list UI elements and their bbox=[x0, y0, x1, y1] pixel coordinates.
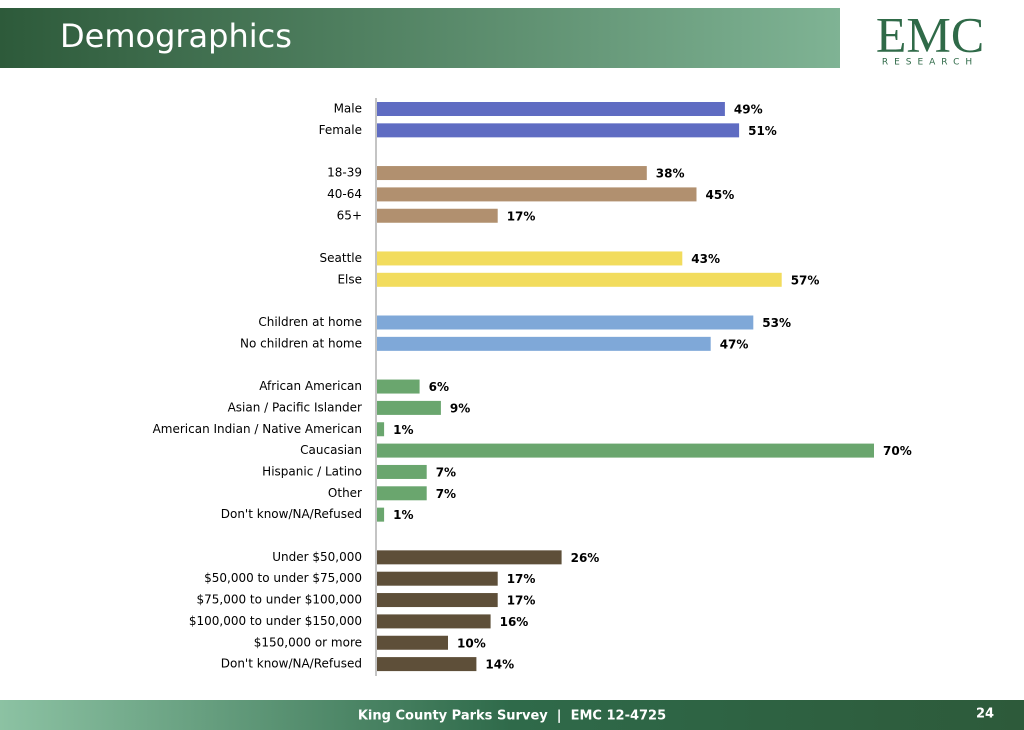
category-label: 40-64 bbox=[327, 187, 362, 201]
category-label: $50,000 to under $75,000 bbox=[204, 571, 362, 585]
bar bbox=[377, 657, 477, 672]
footer-text: King County Parks Survey | EMC 12-4725 bbox=[358, 709, 666, 724]
value-label: 51% bbox=[748, 124, 777, 138]
value-label: 6% bbox=[429, 380, 449, 394]
value-label: 16% bbox=[500, 615, 529, 629]
category-label: Other bbox=[328, 486, 362, 500]
bar bbox=[377, 593, 498, 608]
category-label: $150,000 or more bbox=[254, 635, 362, 649]
bar bbox=[377, 208, 498, 223]
category-label: Asian / Pacific Islander bbox=[228, 400, 362, 414]
value-label: 1% bbox=[393, 423, 413, 437]
category-label: Children at home bbox=[258, 315, 362, 329]
category-label: Don't know/NA/Refused bbox=[221, 657, 362, 671]
category-label: Seattle bbox=[320, 251, 362, 265]
header-band bbox=[0, 8, 840, 68]
bar bbox=[377, 635, 448, 650]
category-label: Male bbox=[334, 102, 362, 116]
category-label: 18-39 bbox=[327, 166, 362, 180]
category-label: 65+ bbox=[337, 208, 362, 222]
category-label: Else bbox=[337, 272, 362, 286]
value-label: 10% bbox=[457, 636, 486, 650]
page-number: 24 bbox=[976, 707, 994, 722]
bar bbox=[377, 486, 427, 501]
category-label: $100,000 to under $150,000 bbox=[189, 614, 362, 628]
category-label: Hispanic / Latino bbox=[262, 464, 362, 478]
bar bbox=[377, 379, 420, 394]
bar bbox=[377, 272, 782, 287]
bar bbox=[377, 251, 683, 266]
category-label: Caucasian bbox=[300, 443, 362, 457]
value-label: 57% bbox=[791, 273, 820, 287]
bar bbox=[377, 571, 498, 586]
category-label: Don't know/NA/Refused bbox=[221, 507, 362, 521]
value-label: 1% bbox=[393, 508, 413, 522]
footer-band bbox=[0, 700, 1024, 730]
category-label: American Indian / Native American bbox=[153, 422, 362, 436]
value-label: 26% bbox=[571, 551, 600, 565]
bar bbox=[377, 614, 491, 629]
category-label: Under $50,000 bbox=[272, 550, 362, 564]
value-label: 53% bbox=[762, 316, 791, 330]
value-label: 49% bbox=[734, 103, 763, 117]
value-label: 7% bbox=[436, 465, 456, 479]
value-label: 47% bbox=[720, 337, 749, 351]
category-label: $75,000 to under $100,000 bbox=[196, 593, 362, 607]
logo-sub: RESEARCH bbox=[882, 58, 978, 68]
bar bbox=[377, 550, 562, 565]
bar bbox=[377, 123, 740, 138]
value-label: 70% bbox=[883, 444, 912, 458]
logo: EMC bbox=[876, 6, 984, 62]
category-label: No children at home bbox=[240, 336, 362, 350]
bar bbox=[377, 336, 711, 351]
bar bbox=[377, 166, 647, 181]
bar bbox=[377, 507, 385, 522]
value-label: 45% bbox=[706, 188, 735, 202]
value-label: 38% bbox=[656, 167, 685, 181]
value-label: 17% bbox=[507, 209, 536, 223]
slide-title: Demographics bbox=[60, 17, 292, 55]
bar bbox=[377, 315, 754, 330]
value-label: 17% bbox=[507, 594, 536, 608]
bar bbox=[377, 443, 874, 458]
bar bbox=[377, 464, 427, 479]
value-label: 14% bbox=[485, 658, 514, 672]
value-label: 17% bbox=[507, 572, 536, 586]
value-label: 9% bbox=[450, 401, 470, 415]
bar bbox=[377, 187, 697, 202]
value-label: 43% bbox=[691, 252, 720, 266]
category-label: African American bbox=[259, 379, 362, 393]
bar bbox=[377, 422, 385, 437]
bar bbox=[377, 400, 441, 415]
category-label: Female bbox=[319, 123, 362, 137]
bar bbox=[377, 102, 725, 116]
value-label: 7% bbox=[436, 487, 456, 501]
